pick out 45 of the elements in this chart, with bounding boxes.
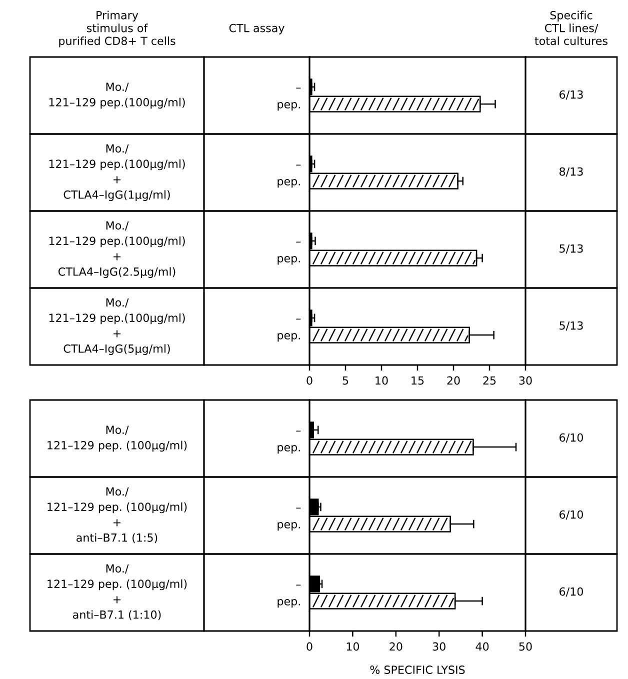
y-axis-title: Mo./ 121–129 pep. (100μg/ml) + anti–B7.1 (1:10) — [48, 564, 187, 620]
y-tick-label: pep. — [278, 445, 300, 454]
y2-axis-title: 8/13 — [560, 167, 583, 177]
y-axis-title: Mo./ 121–129 pep.(100μg/ml) + CTLA4–IgG(5μg/ml) — [49, 298, 185, 355]
y-axis-title: Mo./ 121–129 pep.(100μg/ml) — [49, 82, 185, 109]
x-tick-label: 10 — [376, 376, 388, 385]
y-tick-label: pep. — [278, 599, 300, 608]
x-tick-label: 30 — [432, 642, 446, 651]
x-tick-label: 30 — [519, 376, 532, 385]
x-tick-label: 0 — [306, 642, 312, 651]
y2-axis-title: 6/10 — [560, 510, 583, 520]
x-tick-label: 10 — [346, 642, 360, 651]
text: Primary stimulus of purified CD8+ T cells — [59, 10, 176, 48]
y-tick-label: – — [296, 318, 301, 320]
y-axis-title: Mo./ 121–129 pep. (100μg/ml) — [48, 426, 187, 452]
x-tick-label: 20 — [447, 376, 460, 385]
y-tick-label: – — [296, 88, 301, 89]
y-tick-label: pep. — [278, 522, 300, 531]
y-tick-label: – — [296, 164, 301, 166]
y-axis-title: Mo./ 121–129 pep.(100μg/ml) + CTLA4–IgG(2.5μg/ml) — [49, 221, 185, 278]
x-tick-label: 5 — [342, 376, 348, 385]
text: CTL assay — [229, 24, 284, 34]
text: Specific CTL lines/ total cultures — [534, 10, 608, 46]
x-tick-label: 40 — [476, 642, 489, 651]
y-tick-label: pep. — [278, 102, 300, 111]
y2-axis-title: 5/13 — [560, 244, 583, 254]
y-axis-title: Mo./ 121–129 pep. (100μg/ml) + anti–B7.1 (1:5) — [48, 487, 187, 544]
x-tick-label: 0 — [306, 376, 312, 385]
y-tick-label: – — [296, 508, 301, 509]
y-tick-label: – — [296, 430, 301, 432]
y2-axis-title: 6/13 — [560, 90, 583, 100]
x-tick-label: 50 — [519, 642, 532, 651]
x-axis-title: % SPECIFIC LYSIS — [370, 666, 465, 674]
x-tick-label: 20 — [390, 642, 402, 651]
y2-axis-title: 5/13 — [560, 321, 583, 331]
y-tick-label: pep. — [278, 256, 300, 265]
y-tick-label: – — [296, 242, 301, 243]
y-tick-label: – — [296, 584, 301, 586]
y2-axis-title: 6/10 — [560, 433, 583, 443]
y-axis-title: Mo./ 121–129 pep.(100μg/ml) + CTLA4–IgG(1μg/ml) — [49, 144, 185, 201]
x-tick-label: 15 — [412, 376, 424, 385]
y2-axis-title: 6/10 — [560, 587, 583, 597]
y-tick-label: pep. — [278, 333, 300, 342]
x-tick-label: 25 — [483, 376, 496, 385]
y-tick-label: pep. — [278, 179, 300, 188]
